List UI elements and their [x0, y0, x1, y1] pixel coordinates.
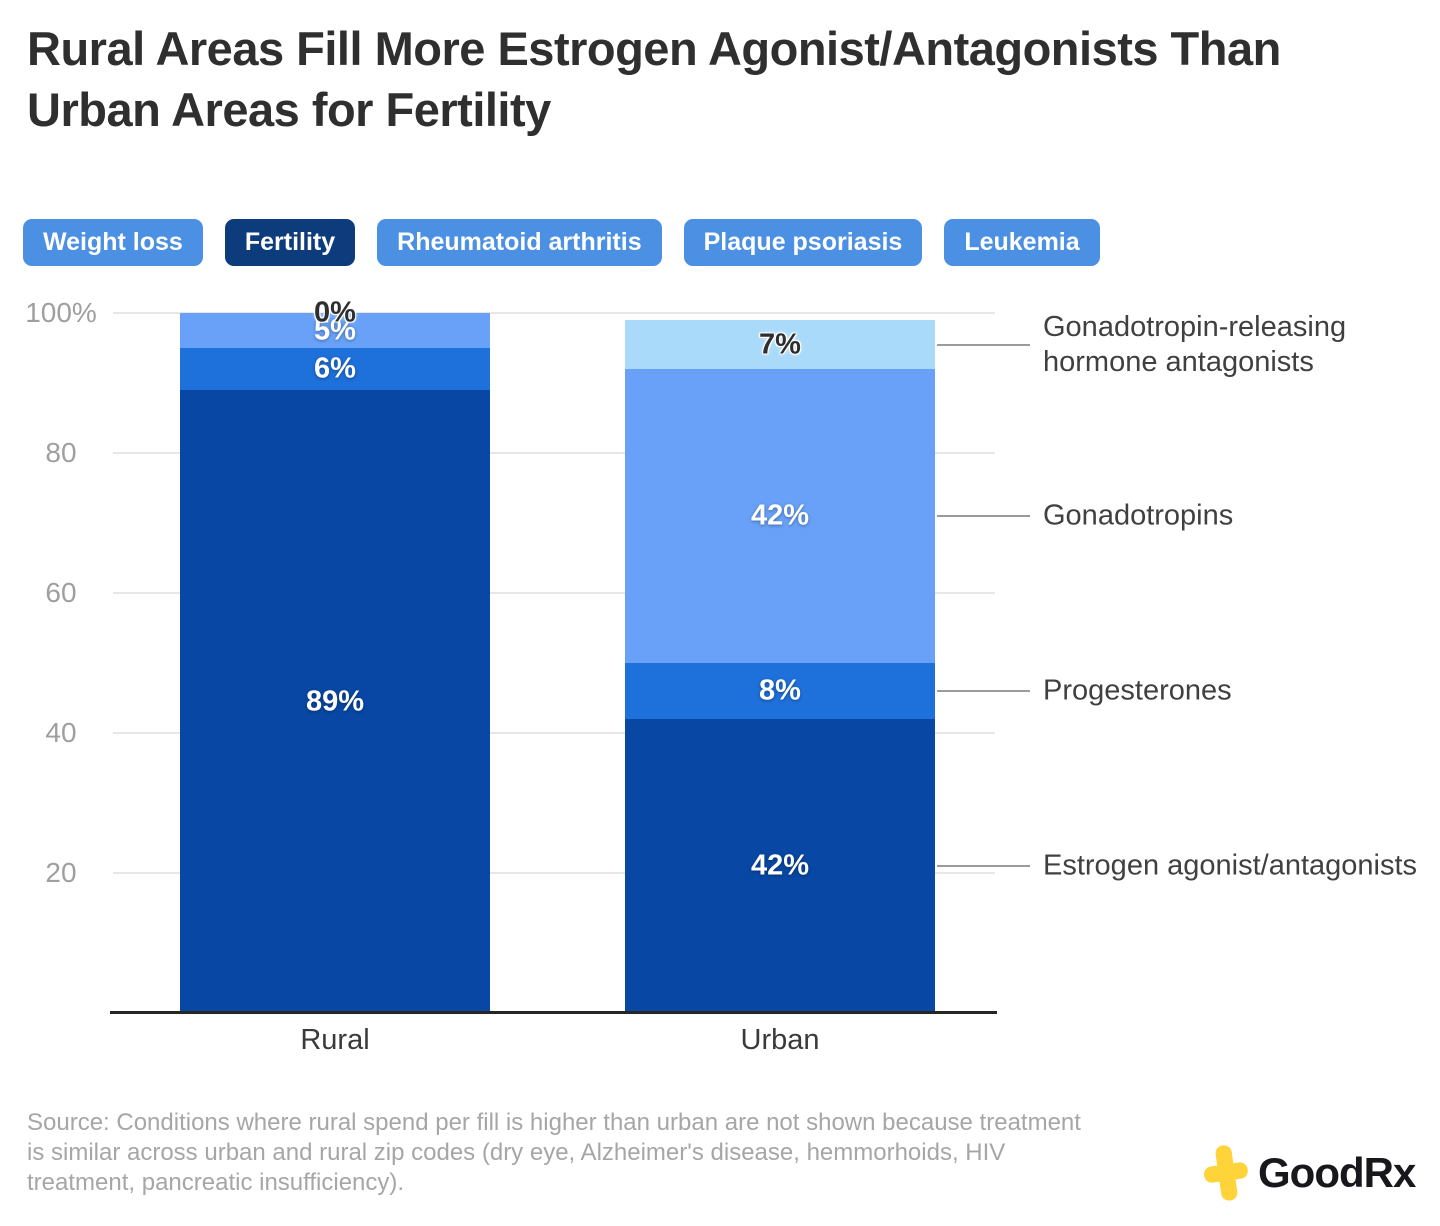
value-label: 6% [314, 352, 356, 385]
y-tick-label: 20 [45, 857, 77, 888]
bar-segment-gonadotropin-releasing-hormone-antagonists [625, 320, 935, 369]
condition-tabs: Weight loss Fertility Rheumatoid arthritis… [23, 219, 1100, 266]
legend-label-estrogen-agonist-antagonists: Estrogen agonist/antagonists [1043, 849, 1418, 882]
value-label: 42% [750, 849, 810, 882]
legend-label-gonadotropin-releasing-hormone-antagonists: Gonadotropin-releasing hormone antagonis… [1043, 310, 1347, 378]
bar-segment-gonadotropins [180, 313, 490, 348]
page-title: Rural Areas Fill More Estrogen Agonist/A… [27, 22, 1281, 136]
value-label: 0% [314, 296, 356, 329]
gridline [113, 312, 995, 314]
value-label: 7% [759, 328, 801, 360]
tab-fertility[interactable]: Fertility [224, 219, 356, 266]
goodrx-wordmark: GoodRx [1258, 1149, 1416, 1196]
legend-connector-line [937, 515, 1030, 517]
tab-leukemia[interactable]: Leukemia [944, 219, 1100, 266]
y-tick-label: 40 [45, 717, 77, 748]
tab-rheumatoid-arthritis[interactable]: Rheumatoid arthritis [377, 219, 662, 266]
value-label: 89% [305, 685, 365, 717]
tab-plaque-psoriasis[interactable]: Plaque psoriasis [683, 219, 923, 266]
goodrx-logo: GoodRx [1204, 1142, 1416, 1204]
legend-connector-line [937, 865, 1030, 867]
bar-segment-estrogen-agonist-antagonists [180, 390, 490, 1013]
bar-segment-estrogen-agonist-antagonists [625, 719, 935, 1013]
gridline [113, 452, 995, 454]
y-tick-label: 100% [25, 297, 97, 328]
goodrx-cross-icon [1204, 1145, 1248, 1201]
legend-label-progesterones: Progesterones [1043, 674, 1232, 707]
legend-label-gonadotropins: Gonadotropins [1043, 499, 1234, 532]
x-axis-line [110, 1011, 997, 1014]
y-tick-label: 80 [45, 437, 77, 468]
legend-connector-line [937, 343, 1030, 346]
gridline [113, 732, 995, 734]
bar-segment-progesterones [625, 663, 935, 719]
source-note: Source: Conditions where rural spend per… [27, 1109, 1081, 1196]
bar-segment-progesterones [180, 348, 490, 390]
gridline [113, 872, 995, 874]
tab-weight-loss[interactable]: Weight loss [23, 219, 203, 266]
legend-connector-line [937, 690, 1030, 692]
x-category-label-urban: Urban [740, 1024, 820, 1056]
value-label: 42% [750, 499, 810, 532]
value-label: 8% [759, 674, 801, 707]
value-label: 5% [314, 314, 356, 346]
gridline [113, 592, 995, 594]
y-tick-label: 60 [45, 577, 77, 608]
bar-segment-gonadotropins [625, 369, 935, 663]
x-category-label-rural: Rural [300, 1024, 370, 1056]
